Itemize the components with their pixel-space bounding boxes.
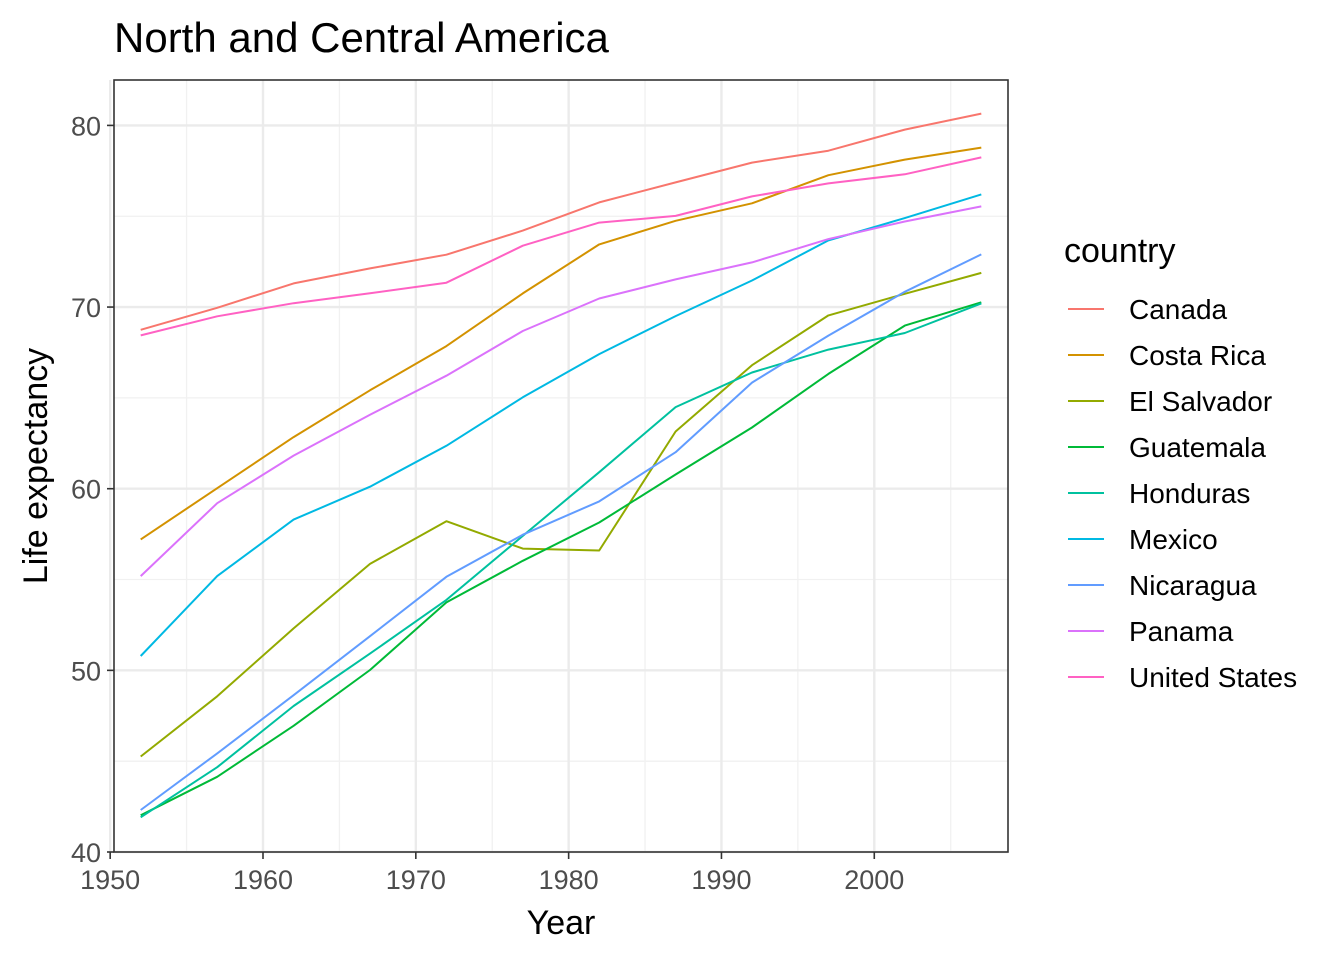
- x-axis-title: Year: [527, 904, 596, 942]
- series-line-mexico: [139, 193, 982, 657]
- series-line-united-states: [140, 156, 982, 337]
- y-tick-label: 60: [71, 475, 101, 505]
- y-tick-label: 80: [71, 111, 101, 141]
- x-axis: 1950 1960 1970 1980 1990 2000: [80, 852, 904, 895]
- y-axis: 40 50 60 70 80: [71, 111, 114, 868]
- plot-panel-border: [113, 79, 1009, 853]
- legend-label-canada: Canada: [1129, 294, 1228, 325]
- series-lines: [139, 112, 982, 819]
- x-tick-label: 1990: [691, 865, 751, 895]
- series-line-panama: [140, 205, 982, 577]
- legend-label-united-states: United States: [1129, 662, 1297, 693]
- legend-label-guatemala: Guatemala: [1129, 432, 1266, 463]
- series-line-el-salvador: [140, 271, 982, 758]
- legend-label-nicaragua: Nicaragua: [1129, 570, 1257, 601]
- legend-title: country: [1064, 232, 1176, 270]
- series-line-nicaragua: [140, 253, 982, 811]
- legend-label-el-salvador: El Salvador: [1129, 386, 1272, 417]
- legend-label-honduras: Honduras: [1129, 478, 1250, 509]
- series-line-guatemala: [140, 301, 982, 817]
- y-axis-title: Life expectancy: [17, 348, 55, 584]
- x-tick-label: 1960: [233, 865, 293, 895]
- x-tick-label: 1970: [386, 865, 446, 895]
- y-tick-label: 70: [71, 293, 101, 323]
- chart-title: North and Central America: [114, 14, 610, 61]
- series-line-honduras: [140, 302, 982, 819]
- series-line-canada: [140, 112, 982, 331]
- y-tick-label: 40: [71, 838, 101, 868]
- legend: country Canada Costa Rica El Salvador Guate…: [1064, 232, 1297, 693]
- x-tick-label: 2000: [844, 865, 904, 895]
- major-gridlines: [108, 80, 1008, 854]
- x-tick-label: 1950: [80, 865, 140, 895]
- legend-label-costa-rica: Costa Rica: [1129, 340, 1266, 371]
- legend-label-panama: Panama: [1129, 616, 1234, 647]
- legend-label-mexico: Mexico: [1129, 524, 1218, 555]
- series-line-costa-rica: [140, 146, 982, 541]
- x-tick-label: 1980: [539, 865, 599, 895]
- y-tick-label: 50: [71, 656, 101, 686]
